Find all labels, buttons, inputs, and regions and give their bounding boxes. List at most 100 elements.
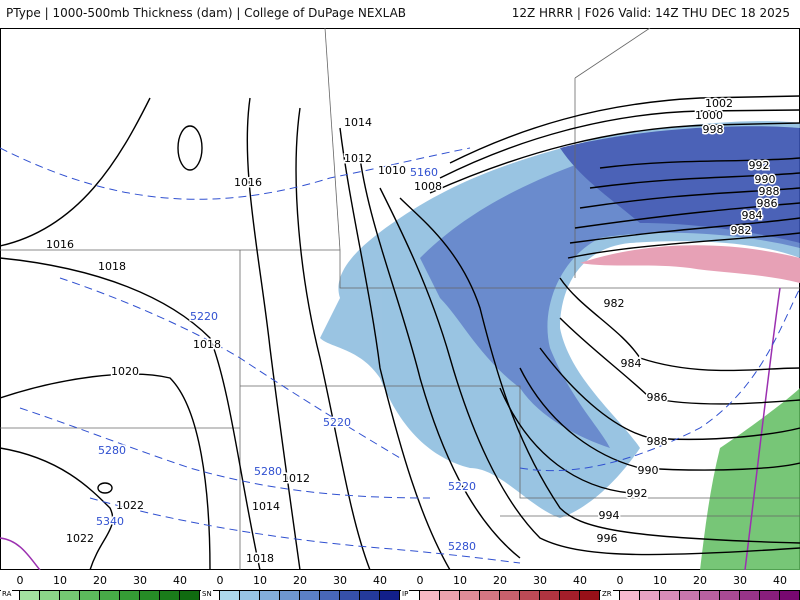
- model-run-info: 12Z HRRR | F026 Valid: 14Z THU DEC 18 20…: [511, 6, 790, 20]
- thickness-label: 5220: [448, 480, 476, 493]
- thickness-label: 5280: [254, 465, 282, 478]
- legend-swatch: [320, 590, 340, 600]
- legend-tick: 10: [53, 574, 67, 587]
- legend-swatch: [340, 590, 360, 600]
- legend-swatch: [140, 590, 160, 600]
- isobar-label: 1022: [116, 499, 144, 512]
- legend-swatch: [80, 590, 100, 600]
- isobar-label: 1002: [705, 97, 733, 110]
- isobar-label: 1022: [66, 532, 94, 545]
- legend-tick: 30: [333, 574, 347, 587]
- thickness-lines: [0, 147, 800, 564]
- legend-label: IP: [401, 590, 410, 598]
- ptype-legend: RA SN IP ZR: [0, 590, 800, 600]
- frontal-boundary: [0, 537, 41, 570]
- legend-group: RA: [0, 590, 200, 600]
- isobar-label: 1012: [282, 472, 310, 485]
- isobar-label: 1014: [252, 500, 280, 513]
- legend-group: IP: [400, 590, 600, 600]
- isobar-label: 1012: [344, 152, 372, 165]
- legend-tick: 20: [493, 574, 507, 587]
- legend-swatch: [580, 590, 600, 600]
- legend-swatch: [520, 590, 540, 600]
- isobar-label: 984: [621, 357, 642, 370]
- legend-swatch: [280, 590, 300, 600]
- isobar-lines: [0, 95, 800, 570]
- isobar-label: 1016: [46, 238, 74, 251]
- legend-tick: 20: [693, 574, 707, 587]
- legend-swatch: [100, 590, 120, 600]
- legend-swatch: [720, 590, 740, 600]
- legend-swatch: [60, 590, 80, 600]
- legend-tick: 0: [616, 574, 624, 587]
- legend-swatch: [760, 590, 780, 600]
- legend-swatch: [20, 590, 40, 600]
- legend-swatch: [440, 590, 460, 600]
- isobar-label: 994: [599, 509, 620, 522]
- isobar-label: 1000: [695, 109, 723, 122]
- legend-tick: 10: [453, 574, 467, 587]
- legend-tick: 40: [173, 574, 187, 587]
- isobar-label: 984: [742, 209, 763, 222]
- legend-swatch: [40, 590, 60, 600]
- thickness-label: 5220: [190, 310, 218, 323]
- isobar-label: 990: [638, 464, 659, 477]
- isobar-label: 992: [749, 159, 770, 172]
- legend-swatch: [680, 590, 700, 600]
- legend-swatch: [540, 590, 560, 600]
- snow-heavy: [560, 126, 800, 243]
- legend-tick: 10: [253, 574, 267, 587]
- thickness-label: 5220: [323, 416, 351, 429]
- isobar-label: 996: [597, 532, 618, 545]
- legend-label: SN: [201, 590, 213, 598]
- precip-mixed: [580, 245, 800, 283]
- legend-swatch: [640, 590, 660, 600]
- legend-swatch: [300, 590, 320, 600]
- frontal-boundary: [744, 287, 781, 570]
- isobar-label: 1018: [98, 260, 126, 273]
- legend-swatch: [160, 590, 180, 600]
- legend-label: RA: [1, 590, 13, 598]
- legend-tick: 0: [16, 574, 24, 587]
- legend-swatch: [500, 590, 520, 600]
- legend-ticks: 0 10 20 30 40 0 10 20 30 40 0 10 20 30 40 0 10 20 30 40: [0, 574, 800, 588]
- isobar-label: 986: [757, 197, 778, 210]
- isobar-label: 1014: [344, 116, 372, 129]
- legend-tick: 40: [773, 574, 787, 587]
- thickness-label: 5340: [96, 515, 124, 528]
- legend-swatch: [260, 590, 280, 600]
- isobar-label: 1010: [378, 164, 406, 177]
- legend-tick: 40: [373, 574, 387, 587]
- legend-swatch: [120, 590, 140, 600]
- isobar-label: 1016: [234, 176, 262, 189]
- isobar-label: 1008: [414, 180, 442, 193]
- isobar-label: 1020: [111, 365, 139, 378]
- legend-swatch: [480, 590, 500, 600]
- legend-swatch: [700, 590, 720, 600]
- isobar-label: 988: [759, 185, 780, 198]
- legend-swatch: [420, 590, 440, 600]
- isobar-label: 990: [755, 173, 776, 186]
- state-borders: [0, 28, 800, 570]
- legend-tick: 0: [216, 574, 224, 587]
- isobar-label: 998: [703, 123, 724, 136]
- isobar-label: 982: [731, 224, 752, 237]
- legend-swatch: [180, 590, 200, 600]
- precip-snow: [320, 121, 800, 518]
- isobar-label: 982: [604, 297, 625, 310]
- legend-group: SN: [200, 590, 400, 600]
- thickness-label: 5160: [410, 166, 438, 179]
- isobar-label: 986: [647, 391, 668, 404]
- legend-tick: 30: [733, 574, 747, 587]
- legend-swatch: [360, 590, 380, 600]
- legend-swatch: [560, 590, 580, 600]
- legend-label: ZR: [601, 590, 613, 598]
- thickness-label: 5280: [448, 540, 476, 553]
- map-title: PType | 1000-500mb Thickness (dam) | Col…: [6, 6, 407, 20]
- isobar-label: 1018: [193, 338, 221, 351]
- legend-swatch: [620, 590, 640, 600]
- legend-swatch: [380, 590, 400, 600]
- legend-swatch: [220, 590, 240, 600]
- legend-swatch: [660, 590, 680, 600]
- legend-swatch: [460, 590, 480, 600]
